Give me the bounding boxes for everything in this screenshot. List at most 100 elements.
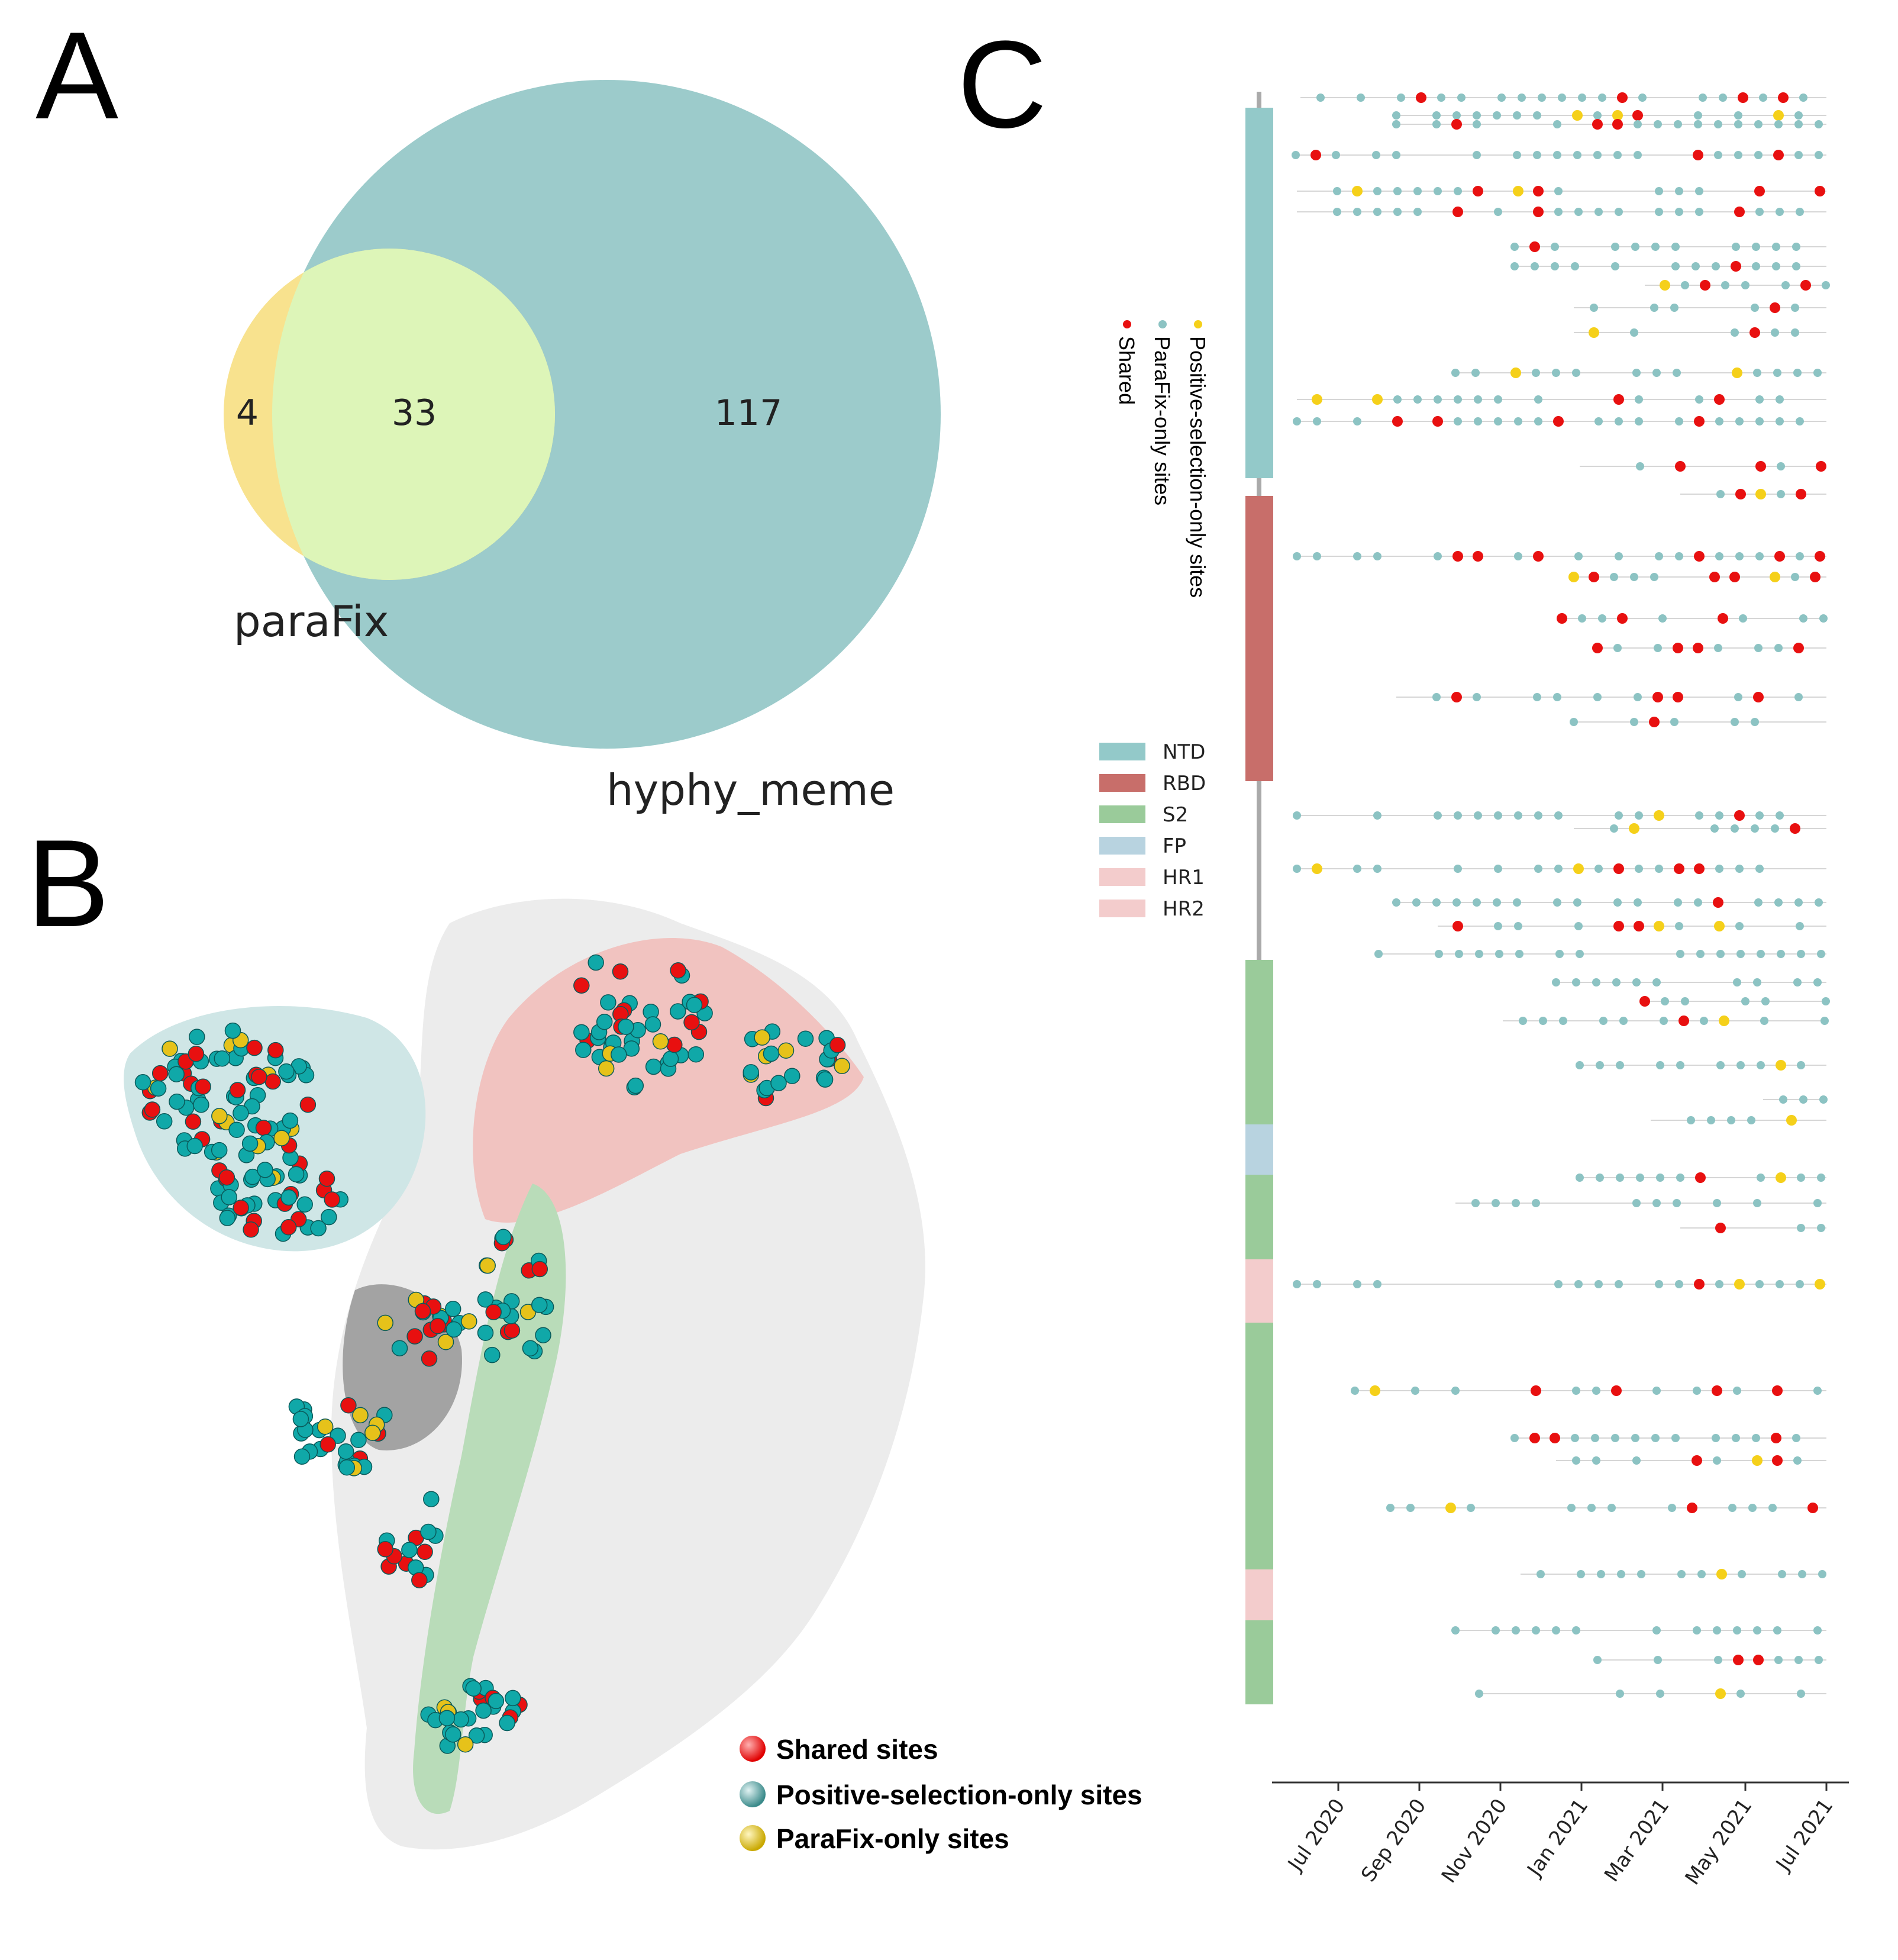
timeline-site-dot <box>1510 368 1521 378</box>
timeline-site-dot <box>1815 186 1825 196</box>
timeline-site-dot <box>1731 718 1739 726</box>
residue-sphere <box>350 1432 367 1449</box>
timeline-site-dot <box>1822 997 1830 1005</box>
residue-sphere <box>214 1050 231 1067</box>
timeline-site-dot <box>1537 1570 1545 1578</box>
timeline-site-dot <box>1634 151 1642 159</box>
timeline-site-dot <box>1652 369 1661 377</box>
timeline-site-dot <box>1529 241 1540 252</box>
timeline-site-dot <box>1735 417 1744 425</box>
timeline-site-dot <box>1454 395 1462 404</box>
residue-sphere <box>777 1042 795 1059</box>
venn-circle-hyphy-meme <box>272 80 941 749</box>
timeline-site-dot <box>1293 1280 1301 1288</box>
timeline-site-dot <box>1774 120 1783 128</box>
timeline-site-dot <box>1710 824 1719 833</box>
timeline-site-dot <box>1553 151 1561 159</box>
timeline-site-dot <box>1715 811 1723 820</box>
timeline-site-dot <box>1373 811 1381 820</box>
timeline-site-dot <box>1655 865 1663 873</box>
timeline-site-dot <box>1534 865 1542 873</box>
parafix-sites-marker <box>740 1825 766 1851</box>
timeline-site-dot <box>1406 1504 1415 1512</box>
timeline-site-dot <box>1631 1434 1639 1442</box>
legend-positive-selection-only: Positive-selection-only sites <box>776 1780 1142 1810</box>
timeline-site-dot <box>1630 573 1638 581</box>
timeline-site-dot <box>1728 1504 1736 1512</box>
timeline-site-dot <box>1755 865 1764 873</box>
venn-count-parafix-only: 4 <box>236 392 259 434</box>
residue-sphere <box>687 1046 705 1063</box>
timeline-site-dot <box>1735 865 1744 873</box>
timeline-site-dot <box>1386 1504 1395 1512</box>
timeline-site-dot <box>1654 810 1664 821</box>
timeline-site-dot <box>1576 1061 1584 1069</box>
timeline-site-dot <box>1732 243 1740 251</box>
residue-sphere <box>421 1350 438 1367</box>
residue-sphere <box>575 1042 592 1058</box>
timeline-site-dot <box>1434 552 1442 560</box>
timeline-site-dot <box>1432 120 1441 128</box>
panel-label-b: B <box>27 814 109 953</box>
timeline-site-dot <box>1735 489 1746 499</box>
timeline-site-dot <box>1656 1061 1664 1069</box>
timeline-site-dot <box>1332 151 1340 159</box>
timeline-site-dot <box>1770 572 1780 582</box>
timeline-site-dot <box>1770 302 1780 313</box>
timeline-site-dot <box>1533 207 1544 217</box>
timeline-site-dot <box>1751 304 1759 312</box>
timeline-site-dot <box>1568 572 1579 582</box>
timeline-site-dot <box>1492 1626 1500 1635</box>
timeline-site-dot <box>1815 120 1823 128</box>
timeline-site-dot <box>1792 262 1800 270</box>
timeline-site-dot <box>1553 416 1564 427</box>
residue-sphere <box>292 1411 309 1427</box>
residue-sphere <box>406 1328 423 1345</box>
timeline-site-dot <box>1632 1199 1641 1207</box>
timeline-site-dot <box>1687 1116 1695 1124</box>
timeline-site-dot <box>1495 950 1503 958</box>
timeline-site-dot <box>1774 644 1783 652</box>
site-type-legend: Positive-selection-only sites ParaFix-on… <box>1115 320 1210 598</box>
timeline-site-dot <box>1554 1280 1563 1288</box>
residue-sphere <box>273 1130 290 1146</box>
timeline-site-dot <box>1790 823 1800 834</box>
timeline-site-dot <box>1571 1434 1579 1442</box>
timeline-site-dot <box>1471 369 1480 377</box>
timeline-site-dot <box>1576 1174 1584 1182</box>
residue-sphere <box>437 1333 454 1350</box>
timeline-site-dot <box>1554 865 1563 873</box>
timeline-site-dot <box>1473 186 1483 196</box>
timeline-site-dot <box>1753 692 1764 702</box>
timeline-site-dot <box>1650 304 1658 312</box>
residue-sphere <box>611 1046 627 1063</box>
timeline-site-dot <box>1611 243 1619 251</box>
timeline-site-dot <box>1714 394 1725 405</box>
timeline-site-dot <box>1416 92 1426 103</box>
timeline-site-dot <box>1715 1280 1723 1288</box>
timeline-site-dot <box>1510 243 1519 251</box>
timeline-site-dot <box>1738 92 1748 103</box>
positive-sites-marker <box>740 1781 766 1807</box>
timeline-site-dot <box>1692 1455 1702 1466</box>
timeline-site-dot <box>1673 369 1681 377</box>
residue-sphere <box>288 1166 305 1182</box>
timeline-site-dot <box>1776 395 1784 404</box>
timeline-site-dot <box>1532 1199 1540 1207</box>
timeline-site-dot <box>1712 1434 1720 1442</box>
timeline-site-dot <box>1613 898 1622 907</box>
timeline-site-dot <box>1755 811 1764 820</box>
timeline-site-dot <box>1632 978 1641 987</box>
timeline-site-dot <box>1592 1456 1600 1465</box>
timeline-site-dot <box>1799 614 1807 623</box>
timeline-site-dot <box>1777 950 1785 958</box>
timeline-site-dot <box>1813 1387 1822 1395</box>
axis-tick-label: Mar 2021 <box>1600 1794 1674 1886</box>
legend-dot-positive <box>1158 320 1167 328</box>
residue-sphere <box>391 1340 408 1356</box>
timeline-site-dot <box>1712 262 1720 270</box>
timeline-site-dot <box>1610 824 1618 833</box>
timeline-site-dot <box>1578 614 1586 623</box>
timeline-site-dot <box>1474 395 1482 404</box>
timeline-site-dot <box>1455 950 1463 958</box>
